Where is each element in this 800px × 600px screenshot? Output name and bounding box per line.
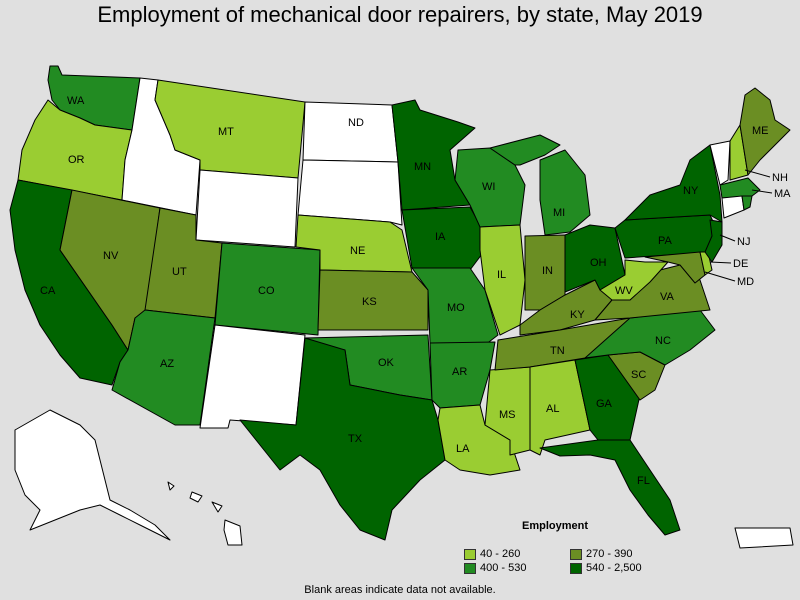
svg-text:LA: LA xyxy=(456,443,470,455)
svg-text:DE: DE xyxy=(733,258,748,270)
state-wy xyxy=(195,169,299,248)
state-ct xyxy=(721,195,745,219)
legend-swatch-3 xyxy=(464,562,476,574)
svg-text:OR: OR xyxy=(68,154,85,166)
state-ri xyxy=(741,195,753,211)
svg-text:MS: MS xyxy=(499,409,516,421)
svg-text:ND: ND xyxy=(348,117,364,129)
legend-swatch-4 xyxy=(570,562,582,574)
state-wv xyxy=(599,259,669,301)
svg-text:MN: MN xyxy=(414,161,431,173)
svg-text:WV: WV xyxy=(615,285,633,297)
svg-text:NJ: NJ xyxy=(737,236,750,248)
legend-title: Employment xyxy=(522,520,589,532)
state-mn xyxy=(391,99,476,211)
svg-text:TX: TX xyxy=(348,433,363,445)
svg-text:UT: UT xyxy=(172,266,187,278)
svg-text:KS: KS xyxy=(362,296,377,308)
legend-swatch-1 xyxy=(464,548,476,560)
state-mt xyxy=(154,79,306,179)
state-ks xyxy=(317,269,429,331)
svg-text:MI: MI xyxy=(553,207,565,219)
svg-text:WI: WI xyxy=(482,181,495,193)
footnote: Blank areas indicate data not available. xyxy=(304,584,496,596)
svg-text:SC: SC xyxy=(631,369,646,381)
state-fl xyxy=(539,439,681,536)
state-hi xyxy=(167,481,243,546)
state-co xyxy=(214,242,321,336)
svg-text:WA: WA xyxy=(67,95,85,107)
svg-text:IL: IL xyxy=(497,269,506,281)
state-la xyxy=(437,404,521,476)
state-pr xyxy=(734,527,794,549)
svg-text:FL: FL xyxy=(637,475,650,487)
legend-item-1: 40 - 260 xyxy=(464,548,520,560)
state-labels: WA OR CA NV MT UT AZ CO ND NE KS OK TX MN IA MO AR L… xyxy=(40,95,791,487)
legend-label-1: 40 - 260 xyxy=(480,548,521,560)
legend-item-3: 400 - 530 xyxy=(464,562,526,574)
legend-label-2: 270 - 390 xyxy=(586,548,633,560)
state-nd xyxy=(302,101,399,163)
state-tx xyxy=(239,337,446,541)
svg-text:KY: KY xyxy=(570,309,585,321)
state-vt xyxy=(709,140,731,186)
state-ma xyxy=(719,177,761,199)
map-title: Employment of mechanical door repairers,… xyxy=(97,2,703,27)
svg-text:MO: MO xyxy=(447,302,465,314)
svg-text:VA: VA xyxy=(660,291,675,303)
svg-text:OK: OK xyxy=(378,357,395,369)
svg-text:NH: NH xyxy=(772,172,788,184)
legend-item-2: 270 - 390 xyxy=(570,548,632,560)
legend-item-4: 540 - 2,500 xyxy=(570,562,642,574)
state-mo xyxy=(411,267,499,346)
svg-text:NC: NC xyxy=(655,335,671,347)
svg-text:AZ: AZ xyxy=(160,358,174,370)
svg-text:MT: MT xyxy=(218,126,234,138)
svg-text:GA: GA xyxy=(596,398,613,410)
svg-text:PA: PA xyxy=(658,235,673,247)
svg-text:ME: ME xyxy=(752,125,769,137)
svg-text:AL: AL xyxy=(546,403,559,415)
state-mi xyxy=(489,134,591,236)
state-me xyxy=(739,87,791,176)
state-nm xyxy=(199,324,306,429)
svg-text:IN: IN xyxy=(542,265,553,277)
svg-text:NV: NV xyxy=(103,250,119,262)
state-ak xyxy=(14,409,171,541)
svg-text:MD: MD xyxy=(737,276,754,288)
svg-text:CO: CO xyxy=(258,285,275,297)
svg-text:AR: AR xyxy=(452,366,467,378)
state-sd xyxy=(297,159,403,226)
svg-text:NY: NY xyxy=(683,185,699,197)
state-il xyxy=(479,224,526,336)
svg-text:IA: IA xyxy=(435,231,446,243)
svg-text:NE: NE xyxy=(350,245,365,257)
leader-lines xyxy=(704,169,773,282)
svg-text:CA: CA xyxy=(40,285,56,297)
legend-label-3: 400 - 530 xyxy=(480,562,527,574)
state-ny xyxy=(624,144,723,223)
svg-text:MA: MA xyxy=(774,188,791,200)
state-az xyxy=(111,309,216,426)
svg-text:TN: TN xyxy=(550,345,565,357)
legend-swatch-2 xyxy=(570,548,582,560)
legend-label-4: 540 - 2,500 xyxy=(586,562,642,574)
svg-text:OH: OH xyxy=(590,257,607,269)
